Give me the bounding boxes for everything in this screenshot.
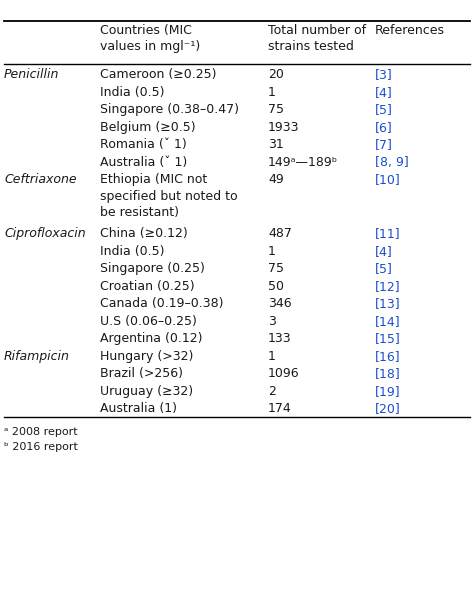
Text: 174: 174 xyxy=(268,403,292,415)
Text: 1: 1 xyxy=(268,350,276,363)
Text: Uruguay (≥32): Uruguay (≥32) xyxy=(100,385,193,398)
Text: Brazil (>256): Brazil (>256) xyxy=(100,367,183,380)
Text: [16]: [16] xyxy=(375,350,401,363)
Text: Ceftriaxone: Ceftriaxone xyxy=(4,173,77,186)
Text: Penicillin: Penicillin xyxy=(4,68,59,81)
Text: 487: 487 xyxy=(268,228,292,240)
Text: 133: 133 xyxy=(268,332,292,345)
Text: [10]: [10] xyxy=(375,173,401,186)
Text: Ethiopia (MIC not
specified but noted to
be resistant): Ethiopia (MIC not specified but noted to… xyxy=(100,173,237,219)
Text: Ciprofloxacin: Ciprofloxacin xyxy=(4,228,86,240)
Text: [4]: [4] xyxy=(375,245,393,258)
Text: 149ᵃ—189ᵇ: 149ᵃ—189ᵇ xyxy=(268,156,338,168)
Text: Canada (0.19–0.38): Canada (0.19–0.38) xyxy=(100,297,224,310)
Text: India (0.5): India (0.5) xyxy=(100,85,164,99)
Text: Countries (MIC
values in mgl⁻¹): Countries (MIC values in mgl⁻¹) xyxy=(100,24,200,53)
Text: [11]: [11] xyxy=(375,228,401,240)
Text: [3]: [3] xyxy=(375,68,393,81)
Text: [5]: [5] xyxy=(375,262,393,275)
Text: [6]: [6] xyxy=(375,121,393,134)
Text: [14]: [14] xyxy=(375,315,401,328)
Text: India (0.5): India (0.5) xyxy=(100,245,164,258)
Text: Belgium (≥0.5): Belgium (≥0.5) xyxy=(100,121,196,134)
Text: References: References xyxy=(375,24,445,37)
Text: Singapore (0.25): Singapore (0.25) xyxy=(100,262,205,275)
Text: 2: 2 xyxy=(268,385,276,398)
Text: [19]: [19] xyxy=(375,385,401,398)
Text: 1: 1 xyxy=(268,245,276,258)
Text: 20: 20 xyxy=(268,68,284,81)
Text: [13]: [13] xyxy=(375,297,401,310)
Text: Australia (1): Australia (1) xyxy=(100,403,177,415)
Text: [18]: [18] xyxy=(375,367,401,380)
Text: Australia (ˇ 1): Australia (ˇ 1) xyxy=(100,156,187,168)
Text: [12]: [12] xyxy=(375,280,401,293)
Text: [4]: [4] xyxy=(375,85,393,99)
Text: Croatian (0.25): Croatian (0.25) xyxy=(100,280,195,293)
Text: Hungary (>32): Hungary (>32) xyxy=(100,350,193,363)
Text: Cameroon (≥0.25): Cameroon (≥0.25) xyxy=(100,68,217,81)
Text: [7]: [7] xyxy=(375,138,393,151)
Text: ᵃ 2008 report: ᵃ 2008 report xyxy=(4,427,78,437)
Text: 75: 75 xyxy=(268,103,284,116)
Text: China (≥0.12): China (≥0.12) xyxy=(100,228,188,240)
Text: 1: 1 xyxy=(268,85,276,99)
Text: Total number of
strains tested: Total number of strains tested xyxy=(268,24,366,53)
Text: 3: 3 xyxy=(268,315,276,328)
Text: [8, 9]: [8, 9] xyxy=(375,156,409,168)
Text: 31: 31 xyxy=(268,138,284,151)
Text: [15]: [15] xyxy=(375,332,401,345)
Text: 346: 346 xyxy=(268,297,292,310)
Text: Romania (ˇ 1): Romania (ˇ 1) xyxy=(100,138,187,151)
Text: [5]: [5] xyxy=(375,103,393,116)
Text: 1096: 1096 xyxy=(268,367,300,380)
Text: 49: 49 xyxy=(268,173,284,186)
Text: Argentina (0.12): Argentina (0.12) xyxy=(100,332,202,345)
Text: [20]: [20] xyxy=(375,403,401,415)
Text: 50: 50 xyxy=(268,280,284,293)
Text: ᵇ 2016 report: ᵇ 2016 report xyxy=(4,442,78,452)
Text: Rifampicin: Rifampicin xyxy=(4,350,70,363)
Text: U.S (0.06–0.25): U.S (0.06–0.25) xyxy=(100,315,197,328)
Text: 1933: 1933 xyxy=(268,121,300,134)
Text: 75: 75 xyxy=(268,262,284,275)
Text: Singapore (0.38–0.47): Singapore (0.38–0.47) xyxy=(100,103,239,116)
